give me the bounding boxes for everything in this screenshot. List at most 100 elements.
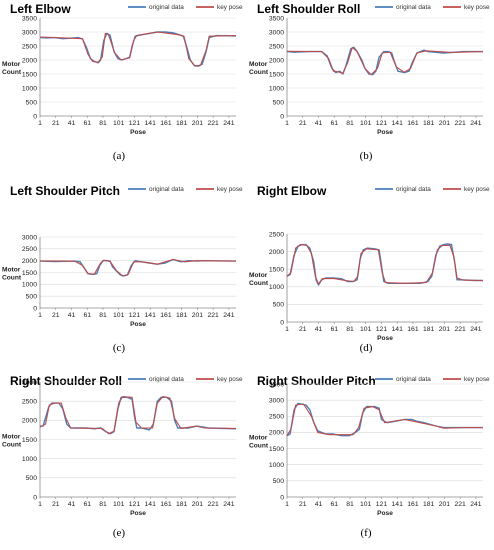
y-tick-label: 0 — [280, 319, 284, 326]
x-tick-label: 61 — [83, 312, 91, 319]
x-tick-label: 81 — [346, 326, 354, 333]
x-tick-label: 221 — [455, 326, 467, 333]
x-tick-label: 221 — [208, 312, 220, 319]
y-tick-label: 1500 — [22, 71, 37, 78]
x-tick-label: 161 — [160, 312, 172, 319]
legend-label-key: key pose — [217, 376, 243, 383]
y-tick-label: 2500 — [22, 246, 37, 253]
y-tick-label: 500 — [273, 478, 285, 485]
x-tick-label: 41 — [68, 120, 76, 127]
x-tick-label: 141 — [392, 501, 404, 508]
x-tick-label: 221 — [208, 501, 220, 508]
x-tick-label: 201 — [192, 120, 204, 127]
x-tick-label: 81 — [346, 120, 354, 127]
y-tick-label: 3500 — [22, 15, 37, 22]
y-tick-label: 3000 — [22, 29, 37, 36]
x-tick-label: 61 — [83, 120, 91, 127]
x-tick-label: 141 — [145, 312, 157, 319]
chart-panel-f: Right Shoulder Pitch original data key pos… — [247, 372, 494, 522]
y-tick-label: 1000 — [22, 85, 37, 92]
y-tick-label: 2000 — [269, 57, 284, 64]
x-tick-label: 41 — [315, 501, 323, 508]
x-tick-label: 21 — [299, 120, 307, 127]
x-tick-label: 241 — [223, 120, 235, 127]
y-tick-label: 2000 — [22, 57, 37, 64]
chart-right-shoulder-roll: Right Shoulder Roll original data key pose… — [2, 374, 243, 517]
y-axis-label-line1: Motor — [249, 272, 268, 279]
x-axis-label: Pose — [130, 321, 146, 328]
x-tick-label: 121 — [376, 326, 388, 333]
x-tick-label: 161 — [407, 326, 419, 333]
x-tick-label: 181 — [423, 120, 435, 127]
x-tick-label: 61 — [83, 501, 91, 508]
series-line-key-pose — [286, 403, 483, 436]
y-tick-label: 2500 — [22, 398, 37, 405]
x-tick-label: 101 — [113, 312, 125, 319]
chart-panel-d: Right Elbow original data key pose 0 500 1000… — [247, 182, 494, 342]
y-tick-label: 500 — [26, 293, 38, 300]
y-tick-label: 2500 — [269, 414, 284, 421]
x-tick-label: 241 — [470, 326, 482, 333]
x-tick-label: 121 — [129, 312, 141, 319]
x-tick-label: 21 — [52, 312, 60, 319]
x-tick-label: 101 — [113, 120, 125, 127]
x-tick-label: 241 — [470, 120, 482, 127]
y-tick-label: 3000 — [22, 379, 37, 386]
chart-panel-c: Left Shoulder Pitch original data key pose… — [0, 182, 247, 342]
x-tick-label: 221 — [208, 120, 220, 127]
x-tick-label: 101 — [360, 326, 372, 333]
x-tick-label: 241 — [223, 312, 235, 319]
legend-label-key: key pose — [217, 4, 243, 11]
y-tick-label: 0 — [33, 494, 37, 501]
x-tick-label: 161 — [407, 120, 419, 127]
sublabel-b: (b) — [359, 150, 373, 162]
chart-left-shoulder-pitch: Left Shoulder Pitch original data key pose… — [2, 184, 243, 328]
y-tick-label: 2500 — [269, 231, 284, 238]
x-tick-label: 161 — [160, 120, 172, 127]
x-tick-label: 81 — [99, 120, 107, 127]
x-tick-label: 41 — [68, 501, 76, 508]
y-tick-label: 3500 — [269, 15, 284, 22]
y-tick-label: 1500 — [269, 446, 284, 453]
y-tick-label: 3500 — [269, 381, 284, 388]
legend-label-key: key pose — [464, 376, 490, 383]
y-tick-label: 3000 — [269, 29, 284, 36]
x-tick-label: 181 — [176, 120, 188, 127]
y-tick-label: 3000 — [22, 234, 37, 241]
x-axis-label: Pose — [130, 129, 146, 136]
y-axis-label-line1: Motor — [249, 435, 268, 442]
chart-panel-e: Right Shoulder Roll original data key pose… — [0, 372, 247, 522]
x-tick-label: 21 — [52, 120, 60, 127]
x-tick-label: 221 — [455, 120, 467, 127]
sublabel-e: (e) — [112, 527, 126, 539]
y-tick-label: 0 — [33, 113, 37, 120]
x-tick-label: 61 — [330, 120, 338, 127]
y-tick-label: 500 — [273, 99, 285, 106]
y-axis-label-line2: Count — [249, 443, 269, 450]
x-tick-label: 141 — [145, 120, 157, 127]
series-line-original-data — [286, 402, 483, 437]
x-tick-label: 121 — [376, 120, 388, 127]
chart-right-elbow: Right Elbow original data key pose 0 500 1000… — [249, 184, 490, 342]
chart-right-shoulder-pitch: Right Shoulder Pitch original data key pos… — [249, 374, 490, 517]
x-axis-label: Pose — [377, 510, 393, 517]
y-tick-label: 2500 — [22, 43, 37, 50]
x-tick-label: 1 — [38, 120, 42, 127]
x-tick-label: 201 — [192, 501, 204, 508]
x-tick-label: 201 — [192, 312, 204, 319]
y-tick-label: 1000 — [269, 85, 284, 92]
chart-title: Right Shoulder Roll — [10, 374, 122, 388]
x-axis-label: Pose — [130, 510, 146, 517]
y-tick-label: 500 — [26, 99, 38, 106]
series-line-key-pose — [286, 46, 484, 76]
y-tick-label: 1000 — [269, 462, 284, 469]
chart-title: Left Shoulder Roll — [257, 2, 360, 16]
x-tick-label: 121 — [376, 501, 388, 508]
x-tick-label: 241 — [470, 501, 482, 508]
x-axis-label: Pose — [377, 129, 393, 136]
x-tick-label: 121 — [129, 501, 141, 508]
x-tick-label: 181 — [423, 501, 435, 508]
y-tick-label: 1500 — [22, 270, 37, 277]
y-axis-label-line2: Count — [2, 69, 22, 76]
sublabel-a: (a) — [112, 150, 126, 162]
